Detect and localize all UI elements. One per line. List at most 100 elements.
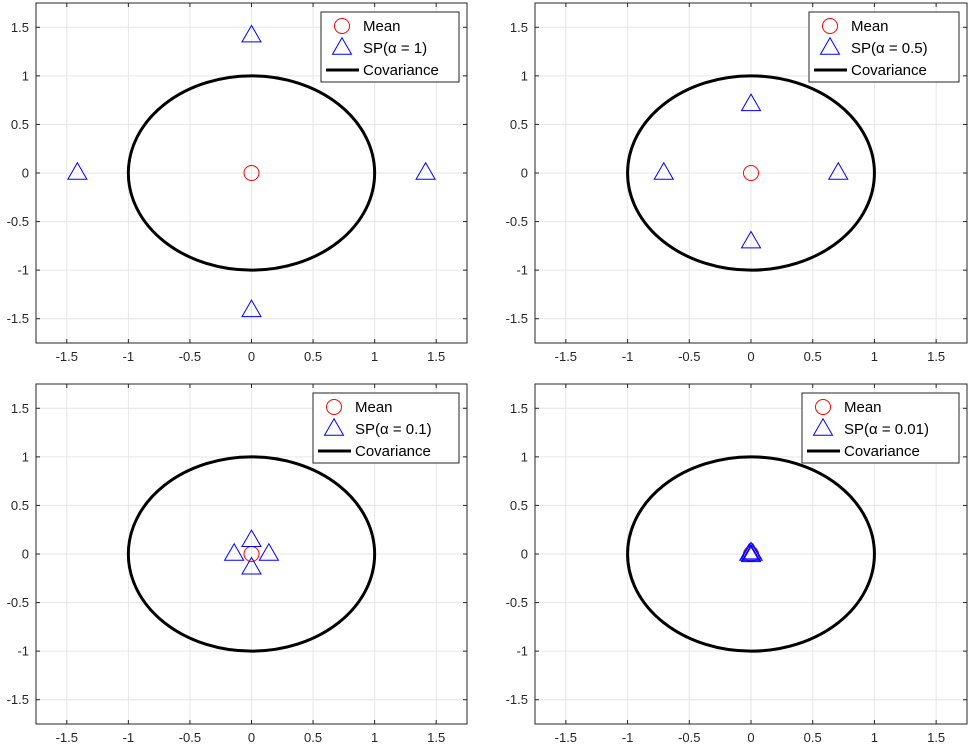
x-tick-label: -1.5	[56, 349, 78, 364]
x-tick-label: 0.5	[804, 730, 822, 745]
legend-sigma-point-marker	[819, 36, 841, 55]
y-tick-label: 1	[22, 68, 29, 83]
x-tick-label: 0	[747, 730, 754, 745]
x-tick-label: 1	[871, 349, 878, 364]
y-tick-label: 1	[22, 449, 29, 464]
x-tick-label: -0.5	[179, 730, 201, 745]
y-tick-label: 0.5	[510, 498, 528, 513]
y-tick-label: 0.5	[11, 498, 29, 513]
x-tick-label: 1.5	[927, 349, 945, 364]
x-tick-label: 0	[248, 730, 255, 745]
legend-mean-marker	[334, 18, 350, 34]
legend-sigma-point-marker	[331, 36, 353, 55]
legend-label: SP(α = 1)	[363, 40, 427, 57]
x-tick-label: 0.5	[804, 349, 822, 364]
x-tick-label: -1.5	[555, 349, 577, 364]
sigma-point-marker	[241, 299, 262, 318]
legend-label: Mean	[363, 18, 401, 35]
y-tick-label: -1.5	[7, 311, 29, 326]
sigma-point-marker	[258, 542, 280, 561]
x-tick-label: -0.5	[678, 349, 700, 364]
x-tick-label: 0	[747, 349, 754, 364]
covariance-ellipse	[126, 74, 377, 272]
legend-label: Covariance	[363, 62, 439, 79]
legend-label: SP(α = 0.01)	[844, 421, 929, 438]
x-tick-label: -1	[123, 349, 135, 364]
x-tick-label: 1.5	[427, 730, 445, 745]
x-tick-label: -1	[123, 730, 135, 745]
y-tick-label: 0.5	[510, 117, 528, 132]
legend-label: SP(α = 0.5)	[851, 40, 928, 57]
x-tick-label: -0.5	[678, 730, 700, 745]
sigma-point-marker	[241, 556, 262, 575]
y-tick-label: -1	[17, 263, 29, 278]
subplot-4: -1.5 -1 -0.5 0 0.5 1 1.5 -1.5 -1 -0.5 0 0.5 1 1.5 Mean…	[506, 383, 968, 745]
legend-mean-marker	[822, 18, 838, 34]
x-tick-label: -1	[622, 349, 634, 364]
y-tick-label: -1	[17, 644, 29, 659]
x-tick-label: 1	[371, 349, 378, 364]
x-tick-label: 1	[371, 730, 378, 745]
y-tick-label: -0.5	[7, 595, 29, 610]
sigma-point-marker	[740, 93, 762, 112]
sigma-point-marker	[827, 161, 849, 180]
y-tick-label: 1.5	[510, 20, 528, 35]
sigma-point-marker	[740, 230, 762, 249]
covariance-ellipse	[626, 455, 876, 653]
y-tick-label: 1	[521, 449, 528, 464]
sigma-point-marker	[740, 541, 762, 560]
sigma-point-marker	[740, 544, 762, 563]
legend: Mean SP(α = 0.01) Covariance	[801, 392, 960, 464]
subplot-3: -1.5 -1 -0.5 0 0.5 1 1.5 -1.5 -1 -0.5 0 0.5 1 1.5 Mean…	[7, 383, 468, 745]
x-tick-label: 1.5	[927, 730, 945, 745]
legend-label: Covariance	[844, 443, 920, 460]
legend-label: Covariance	[851, 62, 927, 79]
legend-label: SP(α = 0.1)	[355, 421, 432, 438]
x-tick-label: 0	[248, 349, 255, 364]
y-tick-label: -0.5	[506, 214, 528, 229]
sigma-point-marker	[415, 161, 436, 180]
y-tick-label: -1	[516, 644, 528, 659]
legend-label: Covariance	[355, 443, 431, 460]
y-tick-label: 1.5	[11, 20, 29, 35]
sigma-point-marker	[241, 24, 262, 43]
y-tick-label: 0.5	[11, 117, 29, 132]
legend: Mean SP(α = 0.5) Covariance	[808, 11, 960, 83]
x-tick-label: 0.5	[304, 730, 322, 745]
x-tick-label: 0.5	[304, 349, 322, 364]
covariance-ellipse	[626, 74, 876, 272]
legend: Mean SP(α = 1) Covariance	[320, 11, 460, 83]
sigma-point-marker	[738, 542, 760, 561]
y-tick-label: 0	[521, 166, 528, 181]
x-tick-label: -1.5	[56, 730, 78, 745]
legend-mean-marker	[815, 399, 831, 415]
y-tick-label: -1.5	[506, 692, 528, 707]
sigma-point-marker	[653, 161, 675, 180]
y-tick-label: 1.5	[11, 401, 29, 416]
y-tick-label: 0	[521, 547, 528, 562]
sigma-point-marker	[67, 161, 88, 180]
subplot-1: -1.5 -1 -0.5 0 0.5 1 1.5 -1.5 -1 -0.5 0 0.5 1 1.5 Mean…	[7, 2, 468, 364]
y-tick-label: 0	[22, 166, 29, 181]
legend-label: Mean	[844, 399, 882, 416]
y-tick-label: -1.5	[7, 692, 29, 707]
y-tick-label: -0.5	[7, 214, 29, 229]
x-tick-label: 1.5	[427, 349, 445, 364]
covariance-ellipse	[126, 455, 377, 653]
y-tick-label: -1	[516, 263, 528, 278]
legend-label: Mean	[355, 399, 393, 416]
x-tick-label: -0.5	[179, 349, 201, 364]
y-tick-label: 1.5	[510, 401, 528, 416]
sigma-point-marker	[241, 529, 262, 548]
y-tick-label: 0	[22, 547, 29, 562]
subplot-2: -1.5 -1 -0.5 0 0.5 1 1.5 -1.5 -1 -0.5 0 0.5 1 1.5 Mean…	[506, 2, 968, 364]
mean-marker	[243, 165, 260, 181]
sigma-point-marker	[223, 542, 245, 561]
mean-marker	[743, 165, 759, 181]
x-tick-label: -1.5	[555, 730, 577, 745]
x-tick-label: -1	[622, 730, 634, 745]
legend-sigma-point-marker	[812, 417, 834, 436]
y-tick-label: -0.5	[506, 595, 528, 610]
legend-sigma-point-marker	[323, 417, 345, 436]
